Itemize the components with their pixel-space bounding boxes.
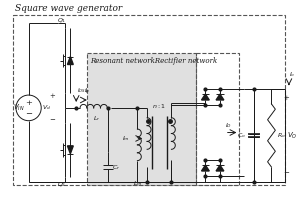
Text: $I_p$: $I_p$ xyxy=(84,87,91,97)
Text: $L_r$: $L_r$ xyxy=(93,114,101,123)
Text: $V_O$: $V_O$ xyxy=(287,130,297,140)
Text: $V_{IN}$: $V_{IN}$ xyxy=(13,103,25,113)
Polygon shape xyxy=(202,165,209,171)
Bar xyxy=(196,53,239,185)
Polygon shape xyxy=(68,57,73,64)
Bar xyxy=(87,53,196,185)
Text: $Q_2$: $Q_2$ xyxy=(57,180,66,189)
Text: +: + xyxy=(283,94,289,102)
Text: $Q_1$: $Q_1$ xyxy=(57,16,66,25)
Text: +: + xyxy=(25,99,32,107)
Text: −: − xyxy=(283,169,289,177)
Text: +: + xyxy=(49,92,55,100)
Text: −: − xyxy=(49,116,55,124)
Polygon shape xyxy=(68,146,73,154)
Polygon shape xyxy=(202,94,209,100)
Text: $C_r$: $C_r$ xyxy=(112,164,121,173)
Text: $I_o$: $I_o$ xyxy=(289,70,295,79)
Text: $R_o$: $R_o$ xyxy=(277,131,286,140)
Text: −: − xyxy=(25,110,32,118)
Text: $V_d$: $V_d$ xyxy=(42,103,51,112)
Text: $I_m$: $I_m$ xyxy=(122,134,130,143)
Text: Resonant networkRectifier network: Resonant networkRectifier network xyxy=(90,57,217,65)
Bar xyxy=(13,15,285,185)
Text: Square wave generator: Square wave generator xyxy=(15,4,122,13)
Text: $n:1$: $n:1$ xyxy=(152,102,166,110)
Text: $C_o$: $C_o$ xyxy=(237,131,246,140)
Text: $I_{DS1}$: $I_{DS1}$ xyxy=(77,86,88,95)
Polygon shape xyxy=(216,94,224,100)
Polygon shape xyxy=(216,165,224,171)
Text: $I_D$: $I_D$ xyxy=(225,121,232,130)
Text: $L_m$: $L_m$ xyxy=(133,179,142,188)
